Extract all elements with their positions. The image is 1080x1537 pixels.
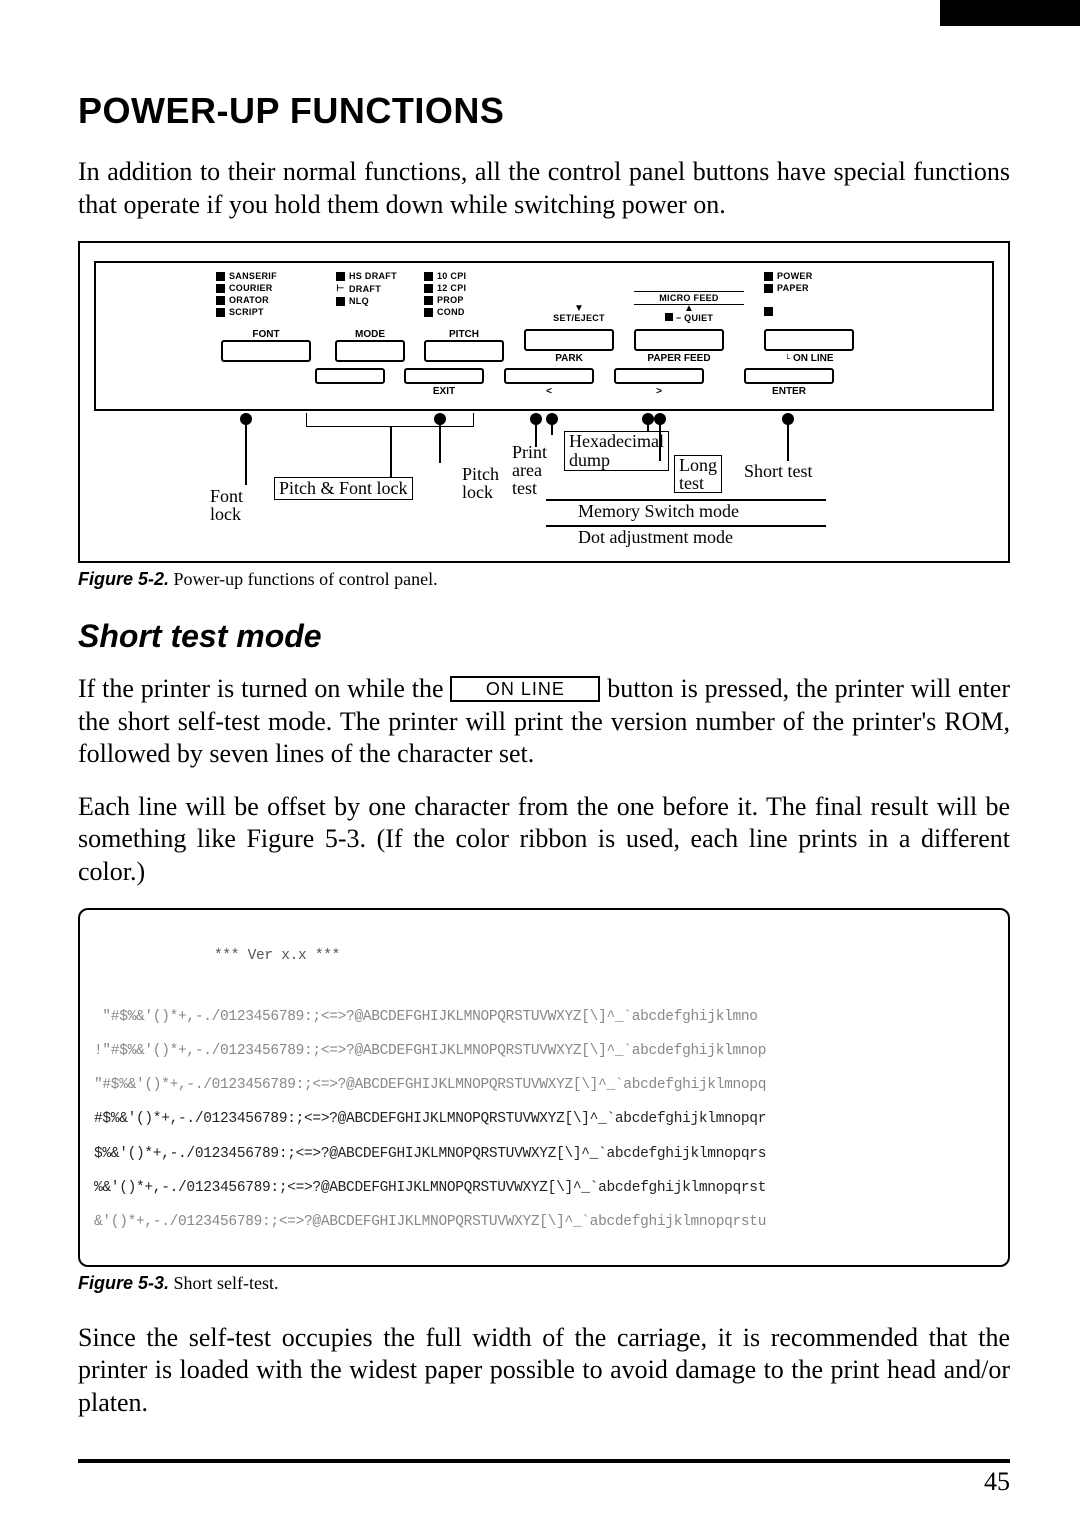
- callout-memory-switch: Memory Switch mode: [578, 501, 739, 522]
- label-exit: EXIT: [433, 386, 455, 397]
- button-font[interactable]: [221, 340, 311, 362]
- closing-paragraph: Since the self-test occupies the full wi…: [78, 1322, 1010, 1420]
- led-power: POWER: [777, 271, 813, 281]
- button-row2-3[interactable]: [504, 368, 594, 384]
- printout-line: !"#$%&'()*+,-./0123456789:;<=>?@ABCDEFGH…: [94, 1042, 994, 1060]
- label-lt: <: [546, 386, 552, 397]
- label-font: FONT: [252, 329, 279, 340]
- button-mode[interactable]: [335, 340, 405, 362]
- led-courier: COURIER: [229, 283, 273, 293]
- figure-5-3-printout: *** Ver x.x *** "#$%&'()*+,-./0123456789…: [78, 908, 1010, 1267]
- label-gt: >: [656, 386, 662, 397]
- label-paperfeed: PAPER FEED: [647, 353, 710, 364]
- label-mode: MODE: [355, 329, 385, 340]
- button-row2-1[interactable]: [315, 368, 385, 384]
- led-draft: DRAFT: [349, 284, 381, 294]
- callout-font-lock: Fontlock: [210, 487, 243, 523]
- button-row2-5[interactable]: [744, 368, 834, 384]
- short-test-p1: If the printer is turned on while the ON…: [78, 673, 1010, 771]
- printout-version: *** Ver x.x ***: [214, 948, 994, 964]
- arrow-down-icon: ▼: [524, 305, 634, 313]
- printout-line: $%&'()*+,-./0123456789:;<=>?@ABCDEFGHIJK…: [94, 1145, 994, 1163]
- printout-line: "#$%&'()*+,-./0123456789:;<=>?@ABCDEFGHI…: [94, 1008, 994, 1026]
- arrow-up-icon: ▲: [634, 305, 744, 313]
- label-pitch: PITCH: [449, 329, 479, 340]
- led-cond: COND: [437, 307, 465, 317]
- printout-line: %&'()*+,-./0123456789:;<=>?@ABCDEFGHIJKL…: [94, 1179, 994, 1197]
- button-quiet[interactable]: [634, 329, 724, 351]
- short-test-p2: Each line will be offset by one characte…: [78, 791, 1010, 889]
- page-title: POWER-UP FUNCTIONS: [78, 90, 1010, 132]
- button-row2-2[interactable]: [404, 368, 484, 384]
- figure-5-3-caption: Figure 5-3. Short self-test.: [78, 1273, 1010, 1294]
- label-seteject: SET/EJECT: [524, 313, 634, 323]
- label-quiet: − QUIET: [676, 313, 713, 323]
- led-script: SCRIPT: [229, 307, 264, 317]
- footer-rule: [78, 1459, 1010, 1463]
- control-panel: SANSERIF COURIER ORATOR SCRIPT HS DRAFT …: [94, 261, 994, 411]
- printout-line: "#$%&'()*+,-./0123456789:;<=>?@ABCDEFGHI…: [94, 1076, 994, 1094]
- led-prop: PROP: [437, 295, 464, 305]
- label-park: PARK: [555, 353, 583, 364]
- page-number: 45: [78, 1467, 1010, 1497]
- corner-black-bar: [940, 0, 1080, 26]
- heading-short-test: Short test mode: [78, 618, 1010, 655]
- button-pitch[interactable]: [424, 340, 504, 362]
- led-orator: ORATOR: [229, 295, 269, 305]
- led-10cpi: 10 CPI: [437, 271, 466, 281]
- button-seteject[interactable]: [524, 329, 614, 351]
- led-12cpi: 12 CPI: [437, 283, 466, 293]
- printout-line: &'()*+,-./0123456789:;<=>?@ABCDEFGHIJKLM…: [94, 1213, 994, 1231]
- printout-line: #$%&'()*+,-./0123456789:;<=>?@ABCDEFGHIJ…: [94, 1110, 994, 1128]
- led-paper: PAPER: [777, 283, 809, 293]
- inline-online-button: ON LINE: [450, 676, 600, 702]
- label-enter: ENTER: [772, 386, 806, 397]
- figure-5-2-caption: Figure 5-2. Power-up functions of contro…: [78, 569, 1010, 590]
- label-online: ON LINE: [793, 353, 834, 364]
- callout-dot-adjust: Dot adjustment mode: [578, 527, 733, 548]
- callout-area: Fontlock Pitch & Font lock Pitchlock Pri…: [94, 413, 994, 553]
- button-online[interactable]: [764, 329, 854, 351]
- led-sanserif: SANSERIF: [229, 271, 277, 281]
- intro-paragraph: In addition to their normal functions, a…: [78, 156, 1010, 221]
- led-nlq: NLQ: [349, 296, 369, 306]
- button-row2-4[interactable]: [614, 368, 704, 384]
- figure-5-2: SANSERIF COURIER ORATOR SCRIPT HS DRAFT …: [78, 241, 1010, 563]
- callout-pitch-font-lock: Pitch & Font lock: [274, 477, 413, 500]
- led-hsdraft: HS DRAFT: [349, 271, 397, 281]
